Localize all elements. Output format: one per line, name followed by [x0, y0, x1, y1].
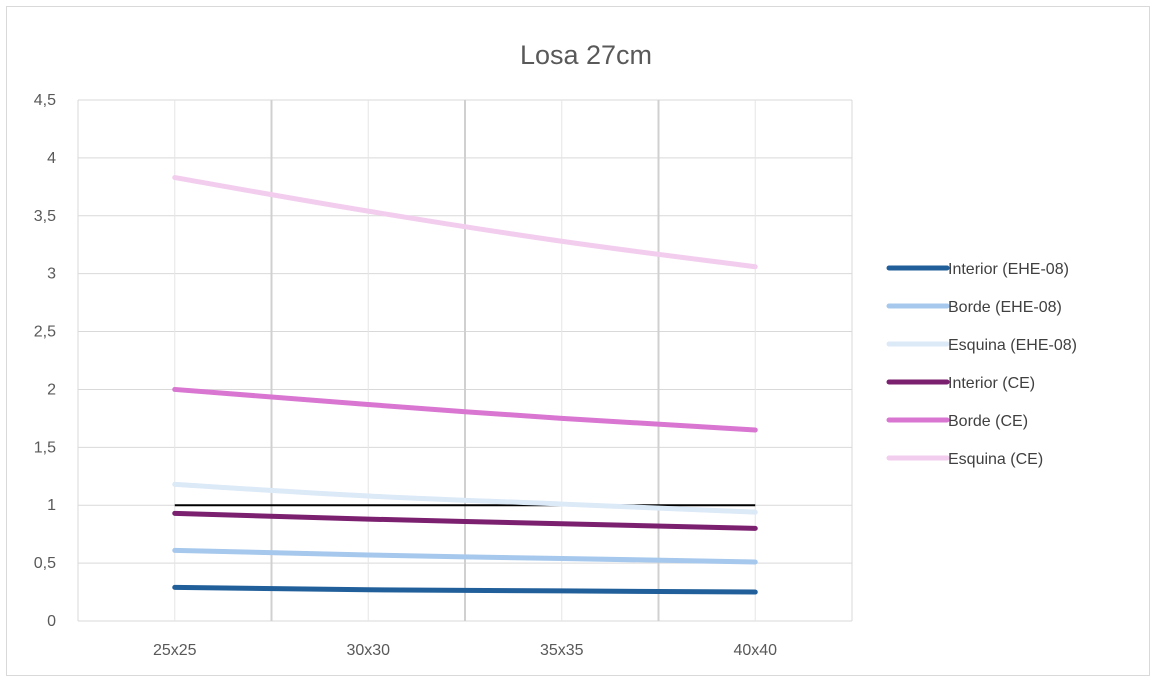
legend[interactable]: Interior (EHE-08) Borde (EHE-08) Esquina (…: [886, 261, 1077, 468]
y-tick-label: 1: [47, 497, 56, 514]
series-line-5: [172, 386, 758, 433]
y-tick-label: 4: [47, 150, 56, 167]
series-line-1: [172, 584, 758, 595]
y-tick-label: 2: [47, 381, 56, 398]
x-axis: 25x25 30x30 35x35 40x40: [153, 642, 777, 659]
x-tick-label: 30x30: [346, 642, 390, 659]
legend-item-4[interactable]: Interior (CE): [886, 375, 1035, 392]
series-line-4: [172, 510, 758, 531]
x-tick-label: 35x35: [540, 642, 584, 659]
x-tick-label: 40x40: [733, 642, 777, 659]
legend-label: Borde (EHE-08): [948, 299, 1062, 316]
series-group: [172, 175, 758, 595]
legend-item-6[interactable]: Esquina (CE): [886, 451, 1043, 468]
legend-item-5[interactable]: Borde (CE): [886, 413, 1028, 430]
legend-label: Borde (CE): [948, 413, 1028, 430]
series-line-3: [172, 481, 758, 515]
legend-label: Interior (CE): [948, 375, 1035, 392]
y-tick-label: 3,5: [34, 208, 56, 225]
legend-item-1[interactable]: Interior (EHE-08): [886, 261, 1069, 278]
y-tick-label: 3: [47, 266, 56, 283]
y-tick-label: 4,5: [34, 92, 56, 109]
legend-item-3[interactable]: Esquina (EHE-08): [886, 337, 1077, 354]
chart-frame: Losa 27cm 0 0,5 1 1,5 2 2,5 3 3,5 4 4,5 25x25 30x3…: [6, 6, 1150, 676]
legend-item-2[interactable]: Borde (EHE-08): [886, 299, 1062, 316]
legend-label: Esquina (CE): [948, 451, 1043, 468]
y-axis: 0 0,5 1 1,5 2 2,5 3 3,5 4 4,5: [34, 92, 56, 630]
series-line-2: [172, 547, 758, 565]
grid: [77, 99, 853, 622]
y-tick-label: 0,5: [34, 555, 56, 572]
x-tick-label: 25x25: [153, 642, 197, 659]
legend-label: Interior (EHE-08): [948, 261, 1069, 278]
line-chart: Losa 27cm 0 0,5 1 1,5 2 2,5 3 3,5 4 4,5 25x25 30x3…: [34, 40, 1077, 659]
chart-title: Losa 27cm: [520, 40, 652, 70]
series-line-6: [172, 175, 758, 270]
y-tick-label: 2,5: [34, 324, 56, 341]
y-tick-label: 0: [47, 613, 56, 630]
y-tick-label: 1,5: [34, 439, 56, 456]
legend-label: Esquina (EHE-08): [948, 337, 1077, 354]
